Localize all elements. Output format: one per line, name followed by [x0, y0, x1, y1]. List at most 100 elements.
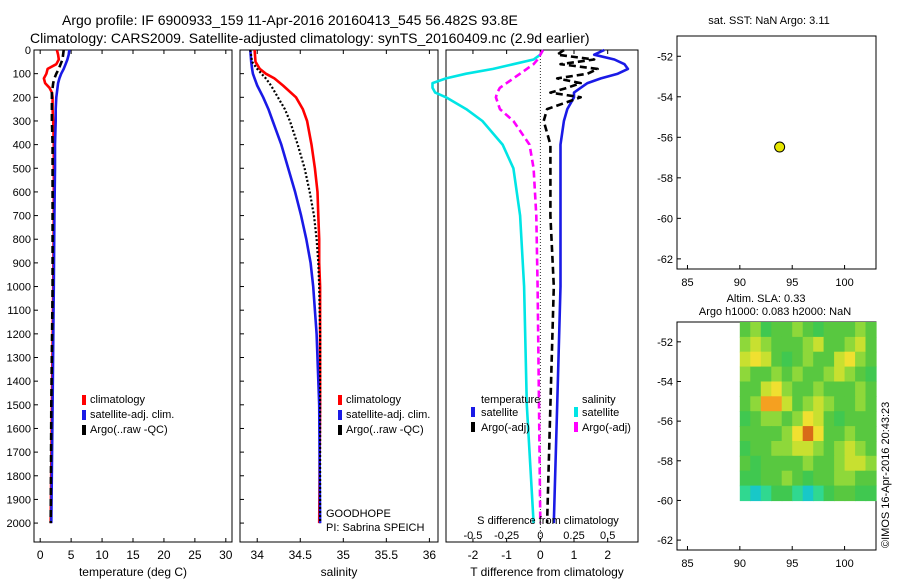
map-y-tick-label: -62	[657, 254, 673, 266]
heatmap-cell	[823, 381, 835, 397]
legend-label-s-satellite: satellite	[582, 407, 619, 419]
heatmap-cell	[750, 470, 762, 487]
legend-swatch-s-argo	[574, 422, 578, 432]
heatmap-cell	[760, 366, 772, 383]
series-line-s-satellite	[431, 49, 545, 524]
heatmap-cell	[834, 455, 846, 472]
heatmap-cell	[865, 336, 877, 353]
heatmap-cell	[865, 485, 877, 502]
x-tick-label: 0	[537, 548, 544, 562]
x-tick-label: 5	[68, 548, 75, 562]
heatmap-cell	[781, 470, 793, 487]
legend-swatch-climatology	[338, 395, 342, 405]
legend-temperature-title: temperature	[481, 394, 540, 406]
imos-credit: ©IMOS 16-Apr-2016 20:43:23	[880, 402, 892, 548]
heatmap-cell	[760, 396, 772, 412]
s-tick-label: 0	[537, 530, 543, 542]
y-tick-label: 1100	[7, 305, 31, 317]
figure-title-line2: Climatology: CARS2009. Satellite-adjuste…	[30, 30, 590, 46]
argo-location-point	[774, 141, 786, 153]
series-line-t-argo-adj-	[542, 48, 599, 524]
series-line-s-argo-adj-	[494, 49, 545, 524]
legend-swatch-satellite	[338, 410, 342, 420]
heatmap-cell	[750, 351, 762, 368]
heatmap-cell	[844, 470, 856, 487]
y-tick-label: 2000	[7, 518, 31, 530]
heatmap-cell	[844, 351, 856, 368]
y-tick-label: 1700	[7, 447, 31, 459]
difference-legend: temperature satellite Argo(-adj) salinit…	[471, 394, 631, 434]
legend-label-t-argo: Argo(-adj)	[481, 422, 530, 434]
heatmap-cell	[834, 381, 846, 397]
legend-swatch-argo	[82, 425, 86, 435]
y-tick-label: 600	[13, 187, 31, 199]
heatmap-cell	[781, 396, 793, 412]
heatmap-cell	[823, 426, 835, 442]
heatmap-cell	[750, 426, 762, 442]
heatmap-cell	[844, 426, 856, 442]
heatmap-cell	[750, 485, 762, 502]
heatmap-cell	[739, 381, 751, 397]
heatmap-cell	[781, 366, 793, 383]
heatmap-cell	[834, 441, 846, 457]
heatmap-cell	[865, 455, 877, 472]
heatmap-cell	[855, 470, 867, 487]
heatmap-cell	[844, 396, 856, 412]
heatmap-cell	[844, 455, 856, 472]
heatmap-cell	[834, 336, 846, 353]
heatmap-cell	[865, 441, 877, 457]
x-tick-label: -2	[468, 548, 479, 562]
heatmap-cell	[834, 485, 846, 502]
sla-title-line1: Altim. SLA: 0.33	[727, 293, 806, 305]
heatmap-cell	[813, 441, 825, 457]
heatmap-cell	[750, 396, 762, 412]
heatmap-cell	[781, 351, 793, 368]
difference-panel: -2 -1 0 1 2 S difference from climatology -0…	[431, 48, 639, 579]
heatmap-cell	[771, 396, 783, 412]
heatmap-cell	[760, 455, 772, 472]
heatmap-cell	[802, 441, 814, 457]
heatmap-cell	[823, 470, 835, 487]
heatmap-cell	[865, 470, 877, 487]
heatmap-cell	[760, 426, 772, 442]
s-tick-label: -0.5	[463, 530, 482, 542]
heatmap-cell	[834, 411, 846, 427]
heatmap-cell	[844, 381, 856, 397]
series-line-climatology	[253, 49, 322, 524]
legend-swatch-t-satellite	[471, 407, 475, 417]
sst-title: sat. SST: NaN Argo: 3.11	[708, 15, 829, 27]
s-tick-label: 0.5	[600, 530, 615, 542]
map-x-tick-label: 90	[734, 558, 746, 570]
map-x-tick-label: 85	[681, 558, 693, 570]
map-x-tick-label: 100	[835, 277, 853, 289]
heatmap-cell	[750, 411, 762, 427]
heatmap-cell	[792, 322, 804, 338]
heatmap-cell	[781, 381, 793, 397]
map-y-tick-label: -56	[657, 132, 673, 144]
heatmap-cell	[750, 322, 762, 338]
y-tick-label: 1900	[7, 494, 31, 506]
heatmap-cell	[834, 426, 846, 442]
heatmap-cell	[771, 485, 783, 502]
heatmap-cell	[855, 411, 867, 427]
x-tick-label: 0	[37, 548, 44, 562]
map-y-tick-label: -60	[657, 495, 673, 507]
heatmap-cell	[855, 351, 867, 368]
heatmap-cell	[813, 455, 825, 472]
heatmap-cell	[813, 485, 825, 502]
y-tick-label: 1500	[7, 400, 31, 412]
heatmap-cell	[834, 396, 846, 412]
heatmap-cell	[771, 366, 783, 383]
legend-label-satellite: satellite-adj. clim.	[90, 409, 174, 421]
y-tick-label: 200	[13, 92, 31, 104]
heatmap-cell	[771, 336, 783, 353]
heatmap-cell	[865, 366, 877, 383]
heatmap-cell	[739, 396, 751, 412]
legend-salinity-title: salinity	[582, 394, 616, 406]
x-tick-label: 36	[423, 548, 437, 562]
heatmap-cell	[802, 426, 814, 442]
legend-swatch-t-argo	[471, 422, 475, 432]
y-tick-label: 300	[13, 116, 31, 128]
x-tick-label: 1	[571, 548, 578, 562]
heatmap-cell	[802, 366, 814, 383]
